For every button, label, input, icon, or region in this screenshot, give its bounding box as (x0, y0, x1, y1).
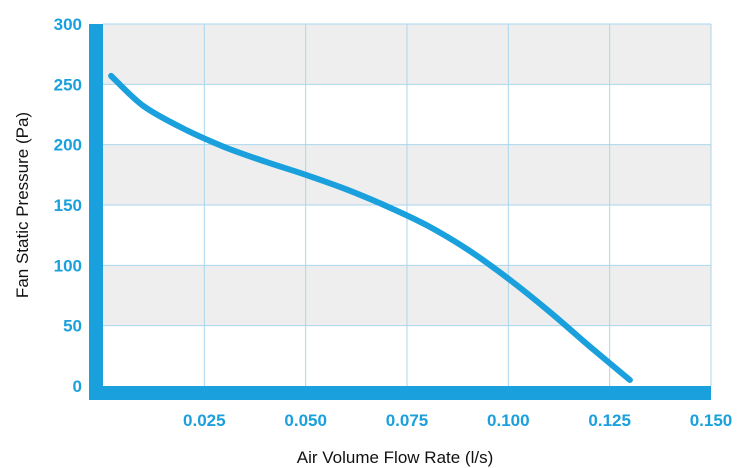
y-tick-labels: 0 50 100 150 200 250 300 (54, 15, 82, 396)
x-tick-label: 0.125 (588, 411, 631, 430)
grid-lines (103, 23, 712, 386)
x-axis-title: Air Volume Flow Rate (l/s) (297, 448, 494, 467)
x-tick-label: 0.025 (183, 411, 226, 430)
x-tick-label: 0.150 (690, 411, 733, 430)
y-tick-label: 200 (54, 136, 82, 155)
x-tick-label: 0.075 (386, 411, 429, 430)
y-axis-title: Fan Static Pressure (Pa) (13, 112, 32, 298)
x-tick-label: 0.050 (284, 411, 327, 430)
y-tick-label: 50 (63, 317, 82, 336)
x-axis-bar (89, 386, 711, 400)
series-line (108, 72, 633, 383)
series-group (108, 72, 633, 383)
x-tick-label: 0.100 (487, 411, 530, 430)
x-tick-labels: 0.025 0.050 0.075 0.100 0.125 0.150 (183, 411, 732, 430)
y-tick-label: 300 (54, 15, 82, 34)
y-axis-bar (89, 24, 103, 400)
y-tick-label: 100 (54, 256, 82, 275)
y-tick-label: 150 (54, 196, 82, 215)
y-tick-label: 250 (54, 75, 82, 94)
y-tick-label: 0 (73, 377, 82, 396)
axes (89, 24, 711, 400)
